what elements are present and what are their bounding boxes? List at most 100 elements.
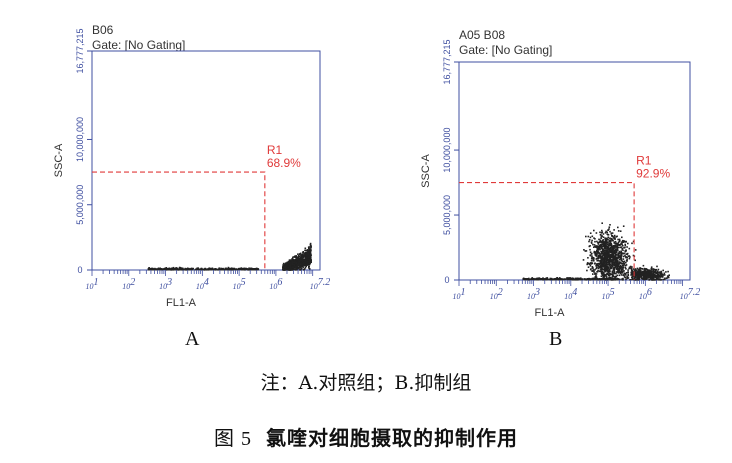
data-point — [634, 279, 637, 281]
data-point — [621, 241, 623, 244]
data-point — [660, 279, 663, 281]
data-point — [546, 278, 548, 280]
data-point — [217, 269, 219, 271]
data-point — [603, 270, 606, 272]
data-point — [613, 241, 616, 243]
data-point — [611, 255, 613, 257]
data-point — [607, 277, 609, 280]
data-point — [287, 268, 289, 270]
data-point — [590, 257, 593, 260]
data-point — [617, 246, 620, 249]
figure-caption: 图 5 氯喹对细胞摄取的抑制作用 — [0, 422, 732, 451]
data-point — [662, 275, 664, 277]
data-point — [289, 266, 292, 269]
data-point — [592, 273, 594, 275]
data-point — [200, 267, 203, 270]
data-point — [618, 263, 621, 265]
data-point — [624, 244, 627, 247]
data-point — [632, 276, 635, 278]
data-point — [621, 252, 623, 255]
data-point — [561, 278, 563, 280]
data-point — [612, 237, 615, 239]
data-point — [655, 274, 657, 277]
data-point — [242, 268, 245, 271]
data-point — [617, 243, 619, 245]
data-point — [605, 277, 608, 280]
data-point — [612, 265, 614, 268]
x-tick-exponent: 3 — [534, 287, 540, 298]
data-point — [608, 228, 610, 230]
data-point — [599, 239, 602, 241]
data-point — [296, 269, 298, 271]
data-point — [651, 279, 653, 281]
data-point — [593, 271, 595, 273]
data-point — [528, 279, 530, 281]
data-point — [616, 274, 619, 277]
data-point — [598, 251, 600, 254]
data-point — [609, 247, 612, 249]
data-point — [585, 250, 588, 252]
data-point — [607, 238, 609, 241]
data-point — [612, 251, 615, 253]
data-point — [610, 233, 613, 235]
data-point — [285, 267, 288, 270]
data-point — [597, 264, 600, 267]
region-gate-line — [459, 181, 635, 280]
data-point — [618, 268, 621, 271]
data-point — [642, 275, 645, 277]
data-point — [627, 274, 630, 277]
data-point — [637, 268, 640, 271]
data-point — [644, 273, 647, 276]
data-point — [608, 261, 610, 263]
data-point — [599, 269, 602, 271]
data-point — [526, 278, 529, 281]
data-point — [608, 262, 611, 264]
data-point — [613, 255, 615, 258]
data-point — [600, 241, 603, 244]
data-point — [605, 276, 608, 278]
data-point — [610, 261, 612, 263]
data-point — [225, 268, 228, 271]
data-point — [617, 262, 619, 265]
data-point — [282, 264, 284, 266]
data-point — [645, 268, 647, 270]
data-point — [626, 276, 629, 279]
data-point — [599, 257, 602, 259]
data-point — [305, 257, 307, 260]
data-point — [645, 273, 647, 275]
data-point — [611, 251, 614, 253]
data-point — [305, 263, 307, 266]
data-point — [612, 257, 615, 260]
data-point — [605, 240, 608, 242]
data-point — [542, 278, 545, 281]
data-point — [588, 240, 590, 243]
data-point — [668, 274, 670, 276]
data-point — [598, 260, 600, 262]
data-point — [608, 275, 610, 277]
data-point — [296, 256, 298, 259]
data-point — [617, 270, 620, 272]
data-point — [605, 254, 607, 257]
data-point — [550, 279, 552, 281]
data-point — [599, 254, 602, 256]
data-point — [597, 254, 600, 257]
data-point — [308, 268, 311, 270]
x-tick-exponent: 5 — [241, 277, 246, 288]
data-point — [633, 277, 636, 280]
data-point — [607, 273, 610, 276]
data-point — [159, 268, 162, 270]
data-point — [288, 264, 291, 266]
data-point — [625, 268, 627, 270]
data-point — [626, 258, 628, 261]
data-point — [562, 278, 564, 280]
data-point — [618, 271, 621, 273]
data-point — [609, 270, 611, 272]
data-point — [645, 268, 647, 271]
data-point — [306, 264, 309, 266]
data-point — [602, 250, 604, 252]
y-axis-label: SSC-A — [53, 143, 65, 177]
data-point — [618, 238, 621, 241]
data-point — [609, 251, 612, 253]
data-point — [613, 262, 616, 264]
data-point — [295, 255, 297, 258]
